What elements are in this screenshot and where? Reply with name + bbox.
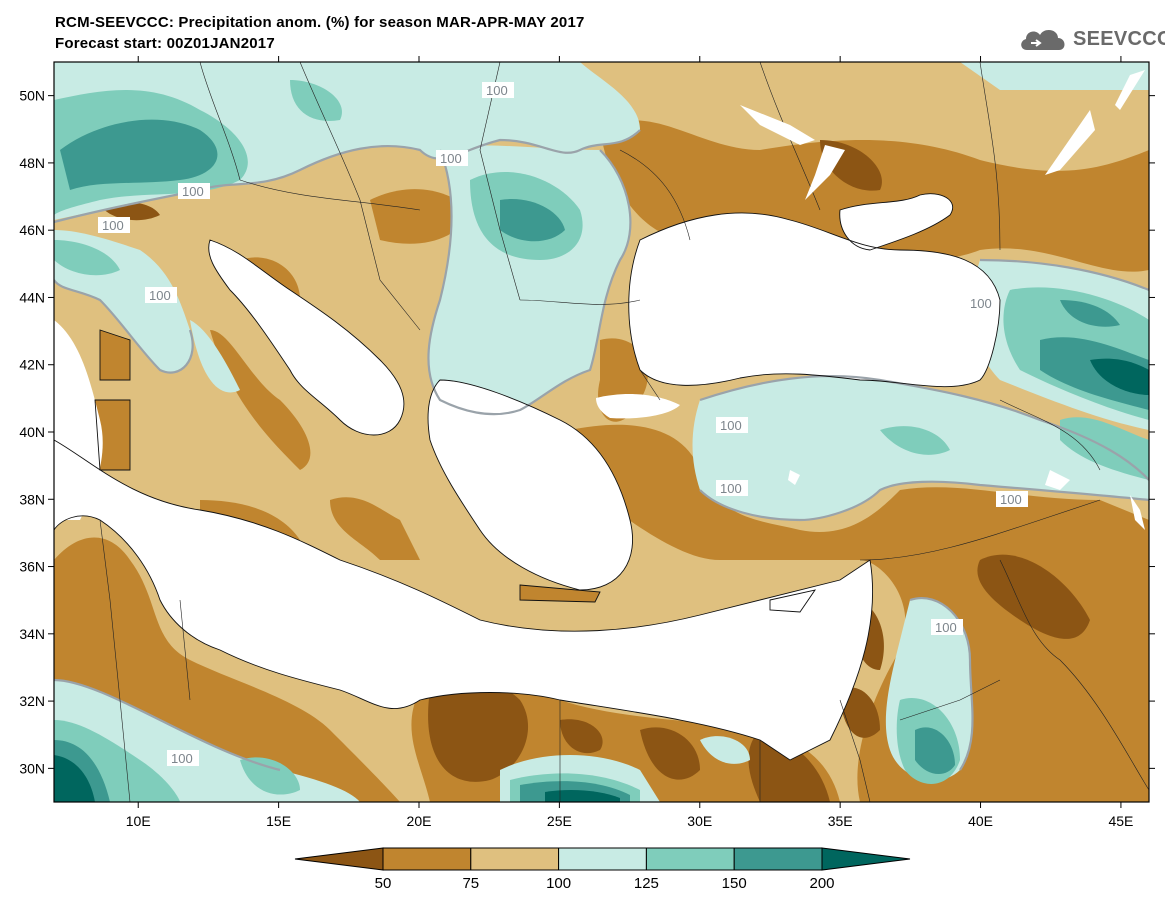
coastline-outlines: [54, 193, 1001, 761]
seevccc-logo: SEEVCCC: [1017, 24, 1165, 54]
colorbar-swatch: [733, 847, 823, 871]
colorbar-swatch: [470, 847, 560, 871]
colorbar-swatch: [645, 847, 735, 871]
latitude-axis: 50N 48N 46N 44N 42N 40N 38N 36N 34N 32N 30N: [19, 88, 1155, 776]
colorbar-label: 125: [634, 875, 659, 892]
colorbar-label: 75: [462, 875, 479, 892]
lon-tick-label: 15E: [266, 813, 291, 829]
contour-label: 100: [1000, 492, 1022, 507]
lon-tick-label: 40E: [968, 813, 993, 829]
lat-tick-label: 30N: [19, 760, 45, 776]
map-title: RCM-SEEVCCC: Precipitation anom. (%) for…: [55, 14, 585, 31]
lat-tick-label: 40N: [19, 424, 45, 440]
lon-tick-label: 35E: [828, 813, 853, 829]
contour-label: 100: [486, 83, 508, 98]
colorbar-swatch: [558, 847, 647, 871]
anomaly-200-fill: [54, 119, 1149, 802]
mask-patches: [740, 70, 1145, 530]
lat-tick-label: 50N: [19, 88, 45, 104]
contour-label: 100: [935, 620, 957, 635]
lat-tick-label: 32N: [19, 693, 45, 709]
contour-label: 100: [171, 751, 193, 766]
lon-tick-label: 10E: [126, 813, 151, 829]
lon-tick-label: 25E: [547, 813, 572, 829]
sea-mask: [54, 193, 1000, 760]
colorbar-label: 200: [809, 875, 834, 892]
contour-label: 100: [970, 296, 992, 311]
lon-tick-label: 30E: [687, 813, 712, 829]
logo-text: SEEVCCC: [1073, 27, 1165, 50]
contour-label: 100: [102, 218, 124, 233]
lat-tick-label: 44N: [19, 289, 45, 305]
lon-tick-label: 20E: [407, 813, 432, 829]
colorbar-swatch: [821, 847, 911, 871]
contour-labels: 100 100 100 100 100 100 100 100 100 100 …: [98, 82, 1028, 766]
lat-tick-label: 48N: [19, 155, 45, 171]
colorbar-swatch: [294, 847, 384, 871]
lat-tick-label: 36N: [19, 559, 45, 575]
lat-tick-label: 34N: [19, 626, 45, 642]
anomaly-above-200-fill: [54, 358, 1149, 802]
lon-tick-label: 45E: [1108, 813, 1133, 829]
forecast-start-label: Forecast start: 00Z01JAN2017: [55, 35, 275, 52]
longitude-axis: 10E 15E 20E 25E 30E 35E 40E 45E: [126, 56, 1133, 829]
colorbar-swatch: [382, 847, 472, 871]
colorbar-label: 50: [375, 875, 392, 892]
contour-label: 100: [149, 288, 171, 303]
map-area: 100 100 100 100 100 100 100 100 100 100 …: [54, 62, 1149, 802]
colorbar-label: 150: [722, 875, 747, 892]
country-borders: [99, 62, 1149, 802]
contour-label: 100: [720, 481, 742, 496]
colorbar-legend: 50 75 100 125 150 200: [294, 847, 911, 892]
lat-tick-label: 46N: [19, 222, 45, 238]
colorbar-label: 100: [546, 875, 571, 892]
lat-tick-label: 38N: [19, 491, 45, 507]
cloud-icon: [1021, 29, 1065, 50]
contour-label: 100: [720, 418, 742, 433]
lat-tick-label: 42N: [19, 357, 45, 373]
contour-label: 100: [440, 151, 462, 166]
contour-label: 100: [182, 184, 204, 199]
